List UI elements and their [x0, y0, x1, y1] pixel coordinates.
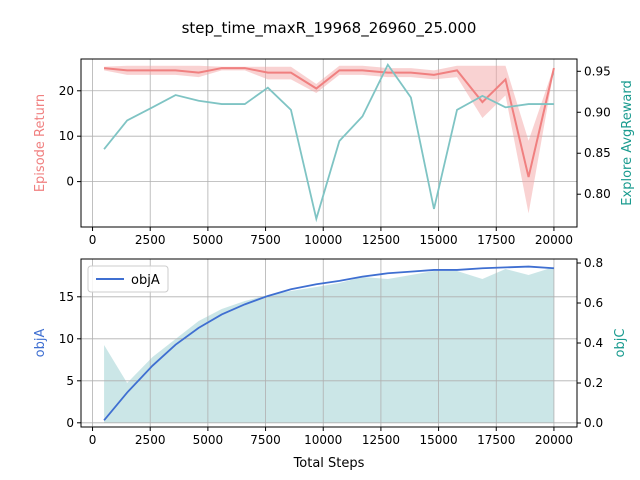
figure-title: step_time_maxR_19968_26960_25.000: [182, 19, 477, 38]
x-tick-label-1-6: 15000: [419, 433, 457, 447]
top-series: [103, 62, 555, 223]
bottom-left-y-ticks: 0 5 10 15: [59, 290, 81, 430]
top-x-ticks: 0 2500 5000 7500 10000 12500 15000 17500 20000: [89, 227, 573, 247]
top-plot-frame: [80, 58, 578, 228]
left-y-tick-label-1-2: 10: [59, 332, 74, 346]
right-y-tick-label-1-1: 0.2: [584, 376, 603, 390]
top-right-y-ticks: 0.80 0.85 0.90 0.95: [577, 64, 611, 201]
x-tick-label-0-2: 5000: [193, 233, 224, 247]
right-y-tick-label-0-1: 0.85: [584, 146, 611, 160]
legend-box: [87, 265, 169, 293]
objc-area-fill: [104, 267, 554, 423]
bottom-left-axis-label: objA: [33, 329, 48, 358]
bottom-chart-panel: 0 2500 5000 7500 10000 12500 15000 17500 20000 0…: [33, 256, 628, 471]
episode-return-band-area: [104, 65, 554, 214]
x-tick-label-0-1: 2500: [135, 233, 166, 247]
left-y-tick-label-1-1: 5: [66, 374, 74, 388]
top-chart-panel: 0 2500 5000 7500 10000 12500 15000 17500 20000 0…: [33, 58, 635, 247]
bottom-x-ticks: 0 2500 5000 7500 10000 12500 15000 17500 20000: [89, 427, 573, 447]
bottom-grid: [81, 259, 577, 427]
x-tick-label-1-7: 17500: [477, 433, 515, 447]
right-y-tick-label-0-3: 0.95: [584, 64, 611, 78]
left-y-tick-label-0-2: 20: [59, 84, 74, 98]
top-right-axis-label: Explore AvgReward: [620, 80, 635, 205]
right-y-tick-label-1-4: 0.8: [584, 256, 603, 270]
episode-return-line: [103, 67, 555, 178]
right-y-tick-label-0-2: 0.90: [584, 105, 611, 119]
right-y-tick-label-1-2: 0.4: [584, 336, 603, 350]
left-y-tick-label-1-3: 15: [59, 290, 74, 304]
obja-line: [103, 265, 554, 421]
x-tick-label-0-4: 10000: [304, 233, 342, 247]
bottom-right-y-ticks: 0.0 0.2 0.4 0.6 0.8: [577, 256, 603, 430]
top-left-y-ticks: 0 10 20: [59, 84, 81, 189]
bottom-legend: objA: [87, 265, 169, 293]
x-axis-label: Total Steps: [293, 456, 365, 471]
x-tick-label-0-5: 12500: [362, 233, 400, 247]
x-tick-label-0-0: 0: [89, 233, 97, 247]
x-tick-label-1-4: 10000: [304, 433, 342, 447]
bottom-series: [103, 265, 554, 421]
x-tick-label-1-8: 20000: [535, 433, 573, 447]
x-tick-label-1-2: 5000: [193, 433, 224, 447]
x-tick-label-1-5: 12500: [362, 433, 400, 447]
bottom-right-axis-label: objC: [613, 329, 628, 358]
right-y-tick-label-1-0: 0.0: [584, 416, 603, 430]
left-y-tick-label-0-0: 0: [66, 175, 74, 189]
right-y-tick-label-0-0: 0.80: [584, 187, 611, 201]
x-tick-label-1-0: 0: [89, 433, 97, 447]
x-tick-label-1-1: 2500: [135, 433, 166, 447]
explore-avgreward-line: [103, 62, 554, 223]
objc-area: [104, 267, 554, 423]
left-y-tick-label-1-0: 0: [66, 416, 74, 430]
left-y-tick-label-0-1: 10: [59, 129, 74, 143]
x-tick-label-0-3: 7500: [250, 233, 281, 247]
top-left-axis-label: Episode Return: [33, 94, 48, 192]
episode-return-band: [104, 65, 554, 214]
legend-label-obja: objA: [131, 273, 160, 288]
x-tick-label-0-8: 20000: [535, 233, 573, 247]
x-tick-label-0-7: 17500: [477, 233, 515, 247]
right-y-tick-label-1-3: 0.6: [584, 296, 603, 310]
x-tick-label-1-3: 7500: [250, 433, 281, 447]
x-tick-label-0-6: 15000: [419, 233, 457, 247]
